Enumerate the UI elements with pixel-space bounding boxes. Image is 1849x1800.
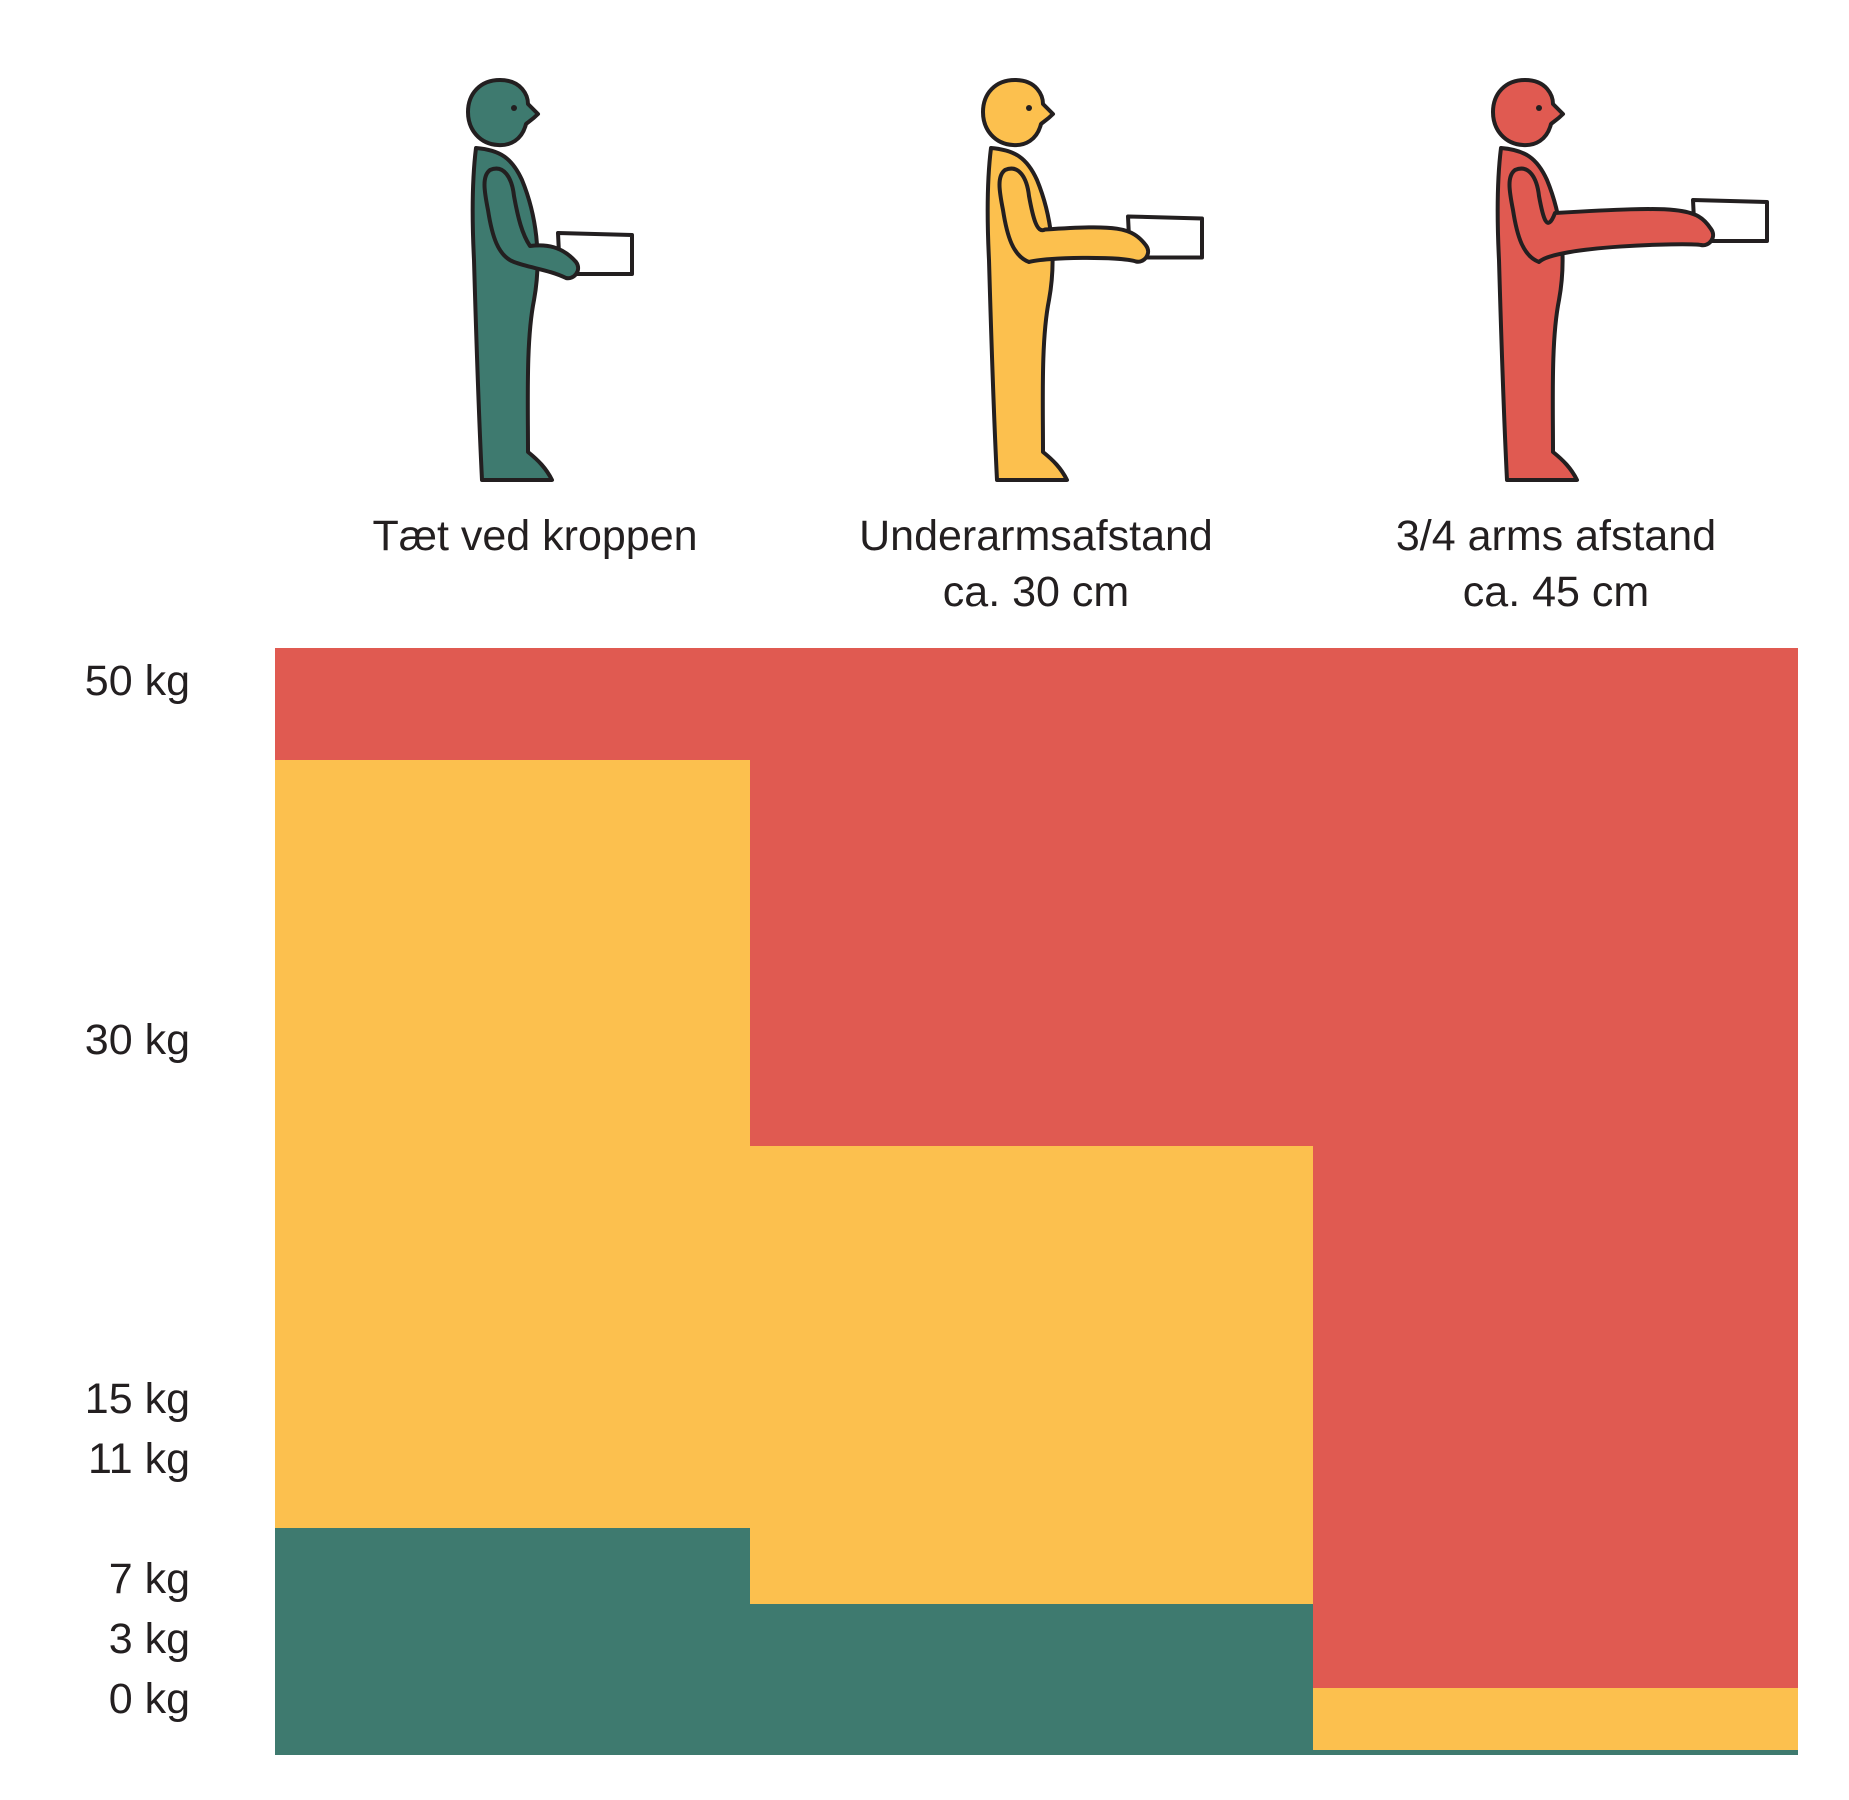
- zone-yellow-col-3: [1313, 1688, 1798, 1750]
- column-label-1: Tæt ved kroppen: [372, 512, 697, 560]
- figures-row: [466, 78, 1769, 482]
- y-tick-label: 0 kg: [109, 1675, 190, 1723]
- arm-icon: [997, 166, 1151, 264]
- person-figure-2: [981, 78, 1204, 482]
- zone-green-col-2: [750, 1604, 1313, 1755]
- zone-yellow-col-2: [750, 1146, 1313, 1604]
- head-icon: [1491, 78, 1565, 148]
- arm-icon: [1507, 166, 1716, 264]
- column-labels: Tæt ved kroppen Underarmsafstand ca. 30 cm…: [372, 512, 1716, 616]
- zone-yellow-col-1: [275, 760, 750, 1528]
- person-figure-3: [1491, 78, 1769, 482]
- column-label-3: ca. 45 cm: [1463, 568, 1649, 616]
- zone-red-col-1: [275, 648, 750, 760]
- eye-icon: [1536, 105, 1542, 111]
- zone-red-col-2: [750, 648, 1313, 1146]
- arm-icon: [482, 166, 581, 281]
- head-icon: [981, 78, 1055, 148]
- y-tick-label: 3 kg: [109, 1615, 190, 1663]
- y-tick-label: 7 kg: [109, 1555, 190, 1603]
- zone-blocks: [275, 648, 1798, 1755]
- y-tick-label: 30 kg: [85, 1016, 190, 1064]
- head-icon: [466, 78, 540, 148]
- y-tick-label: 15 kg: [85, 1375, 190, 1423]
- eye-icon: [1026, 105, 1032, 111]
- y-axis-labels: 50 kg 30 kg 15 kg 11 kg 7 kg 3 kg 0 kg: [85, 657, 190, 1723]
- eye-icon: [511, 105, 517, 111]
- zone-red-col-3: [1313, 648, 1798, 1688]
- column-label-2: ca. 30 cm: [943, 568, 1129, 616]
- zone-green-col-1: [275, 1528, 750, 1755]
- column-label-3: 3/4 arms afstand: [1396, 512, 1716, 560]
- person-figure-1: [466, 78, 634, 482]
- zone-green-col-3: [1313, 1750, 1798, 1755]
- y-tick-label: 11 kg: [88, 1435, 190, 1483]
- y-tick-label: 50 kg: [85, 657, 190, 705]
- column-label-2: Underarmsafstand: [859, 512, 1213, 560]
